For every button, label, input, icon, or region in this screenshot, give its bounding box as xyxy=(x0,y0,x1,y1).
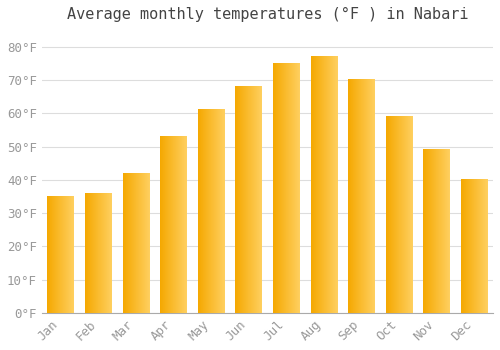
Title: Average monthly temperatures (°F ) in Nabari: Average monthly temperatures (°F ) in Na… xyxy=(66,7,468,22)
